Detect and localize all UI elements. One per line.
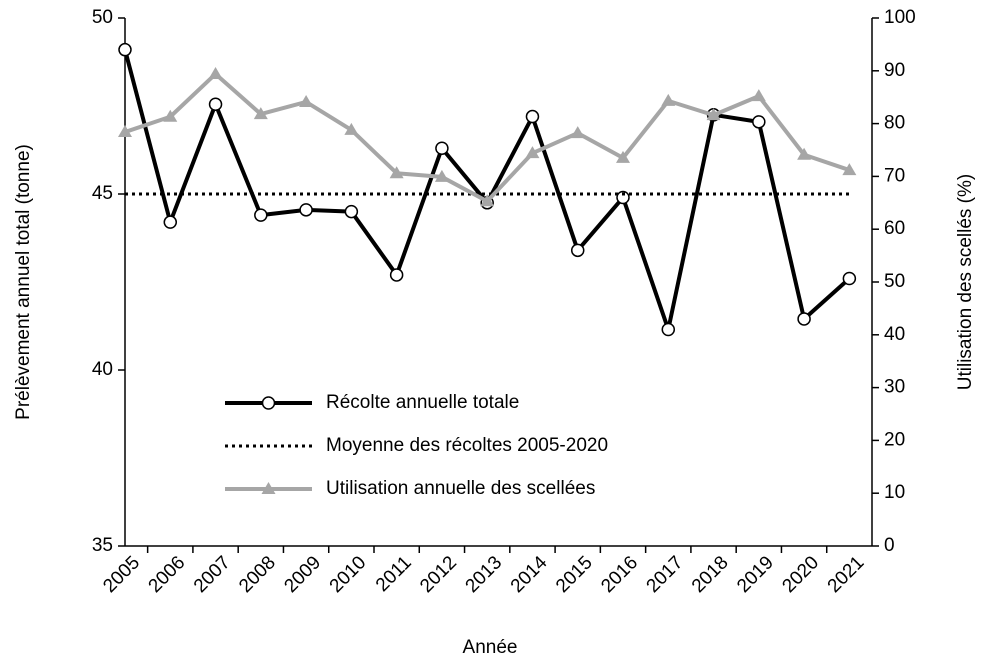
x-tick-label: 2013 <box>462 552 507 597</box>
legend-label: Récolte annuelle totale <box>326 392 519 413</box>
y2-tick-label: 40 <box>884 324 905 345</box>
x-tick-label: 2020 <box>778 552 823 597</box>
y2-tick-label: 90 <box>884 60 905 81</box>
y2-tick-label: 0 <box>884 535 895 556</box>
x-tick-label: 2014 <box>507 552 552 597</box>
y-tick-label: 40 <box>92 359 113 380</box>
legend-marker <box>261 482 276 494</box>
point <box>616 190 630 205</box>
point <box>389 268 404 282</box>
y-axis-label: Prélèvement annuel total (tonne) <box>13 144 34 420</box>
legend-label: Utilisation annuelle des scellées <box>326 478 595 499</box>
x-tick-label: 2016 <box>597 552 642 597</box>
point <box>570 126 585 139</box>
point <box>751 89 766 102</box>
point <box>842 271 857 286</box>
point <box>525 109 540 124</box>
point <box>435 141 449 155</box>
x-tick-label: 2019 <box>733 552 778 597</box>
point <box>163 215 178 229</box>
point <box>253 107 268 120</box>
x-tick-label: 2009 <box>280 552 325 597</box>
x-tick-label: 2007 <box>190 552 235 597</box>
y-tick-label: 35 <box>92 535 113 556</box>
series-line <box>124 71 851 204</box>
point <box>616 150 630 163</box>
x-tick-label: 2005 <box>99 552 144 597</box>
y2-tick-label: 80 <box>884 113 905 134</box>
point <box>299 94 314 107</box>
x-axis-label: Année <box>463 637 518 658</box>
point <box>706 108 721 121</box>
point <box>208 66 223 79</box>
legend-marker <box>261 396 276 410</box>
point <box>480 194 495 207</box>
y2-tick-label: 100 <box>884 7 916 28</box>
point <box>299 203 313 217</box>
point <box>661 322 676 337</box>
point <box>118 125 132 138</box>
x-tick-label: 2010 <box>326 552 371 597</box>
point <box>163 109 178 122</box>
x-tick-label: 2011 <box>372 552 416 596</box>
point <box>118 42 132 57</box>
x-tick-label: 2021 <box>824 552 869 597</box>
x-tick-label: 2017 <box>643 552 688 597</box>
x-tick-label: 2012 <box>416 552 461 597</box>
x-tick-label: 2018 <box>688 552 733 597</box>
point <box>661 93 676 106</box>
point <box>570 243 585 258</box>
point <box>389 166 404 179</box>
point <box>344 204 359 219</box>
y2-tick-label: 10 <box>884 482 905 503</box>
point <box>752 115 766 129</box>
y2-tick-label: 30 <box>884 377 905 398</box>
x-tick-label: 2008 <box>235 552 280 597</box>
point <box>344 122 359 135</box>
point <box>208 97 223 111</box>
point <box>525 146 540 159</box>
legend-label: Moyenne des récoltes 2005-2020 <box>326 435 608 456</box>
point <box>842 163 857 176</box>
point <box>797 312 811 326</box>
y2-tick-label: 60 <box>884 218 905 239</box>
point <box>254 208 268 222</box>
point <box>434 169 449 182</box>
x-tick-label: 2015 <box>552 552 597 597</box>
y2-tick-label: 70 <box>884 165 905 186</box>
y2-tick-label: 50 <box>884 271 905 292</box>
point <box>797 147 812 160</box>
y-tick-label: 50 <box>92 7 113 28</box>
y2-axis-label: Utilisation des scellés (%) <box>955 174 976 390</box>
y2-tick-label: 20 <box>884 429 905 450</box>
x-tick-label: 2006 <box>145 552 190 597</box>
y-tick-label: 45 <box>92 183 113 204</box>
